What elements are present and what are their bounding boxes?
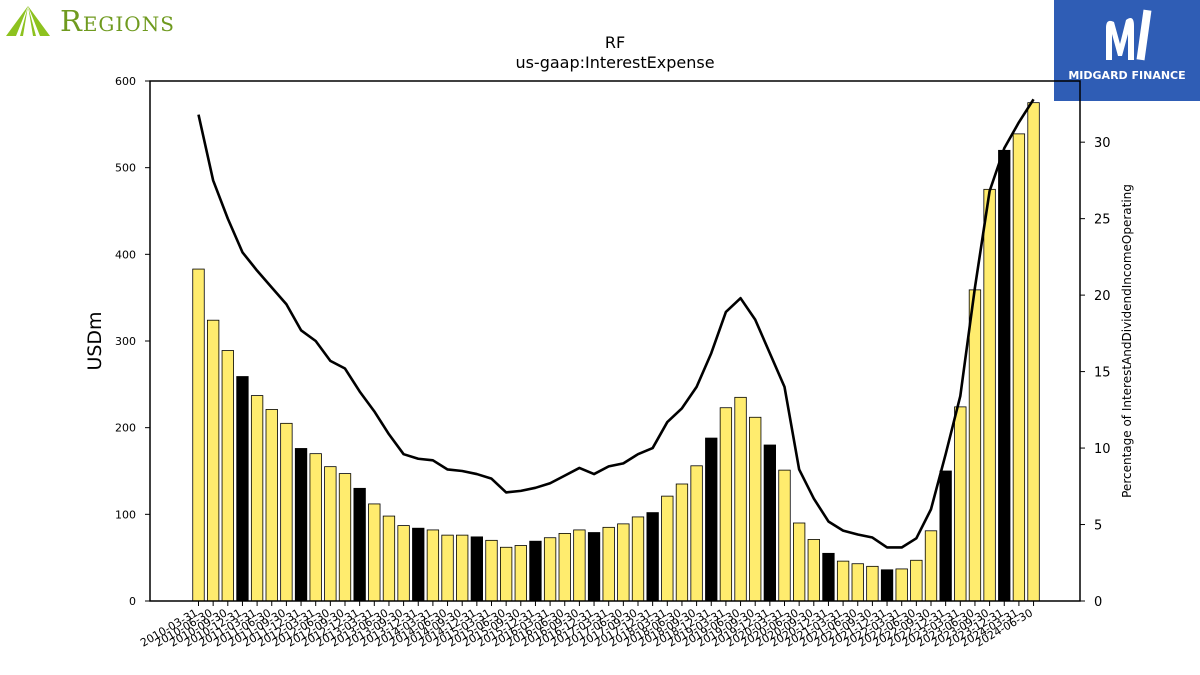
bar-2014-03-31: [426, 529, 440, 602]
bar-2021-06-30: [851, 563, 864, 602]
bar-2018-06-30: [675, 483, 689, 602]
bar-2017-09-30: [631, 516, 645, 602]
bar-2022-12-31: [939, 470, 952, 602]
bar-2013-09-30: [397, 525, 410, 602]
bar-2017-12-31: [646, 512, 659, 602]
y-axis-label: USDm: [84, 311, 106, 370]
bar-2020-12-31: [822, 552, 835, 602]
y2-tick-label: 15: [1094, 366, 1111, 381]
bar-2015-12-31: [529, 540, 542, 602]
y2-tick-label: 30: [1094, 136, 1111, 151]
bar-2015-09-30: [514, 545, 527, 602]
regions-logo-text: Regions: [60, 4, 175, 38]
y-tick-label: 200: [115, 422, 136, 435]
bar-2023-06-30: [968, 289, 982, 602]
bar-2014-09-30: [456, 534, 469, 602]
bar-2024-03-31: [1012, 133, 1026, 602]
bar-2012-12-31: [353, 487, 366, 602]
bar-2020-06-30: [793, 522, 806, 602]
y-tick-label: 500: [115, 162, 136, 175]
y-axis: 0 100 200 300 400 500 600: [115, 75, 150, 608]
bar-2010-06-30: [206, 319, 220, 602]
bar-2010-09-30: [221, 350, 234, 602]
bar-2012-06-30: [324, 466, 337, 602]
bar-2021-09-30: [866, 565, 879, 602]
chart-title: RF: [605, 33, 625, 52]
bar-2012-03-31: [309, 453, 322, 602]
bar-2020-03-31: [778, 469, 791, 602]
bar-2023-03-31: [954, 406, 967, 602]
bar-2017-06-30: [617, 523, 630, 602]
midgard-m-logo-icon: [1106, 9, 1152, 61]
bar-2023-09-30: [983, 188, 996, 602]
bar-2016-09-30: [573, 529, 586, 602]
bar-2022-03-31: [895, 568, 908, 602]
y2-tick-label: 10: [1094, 442, 1111, 457]
bar-2021-03-31: [836, 560, 850, 602]
bar-2015-03-31: [485, 539, 498, 602]
bar-2013-06-30: [382, 515, 396, 602]
bar-2019-06-30: [734, 396, 747, 602]
bar-2018-09-30: [690, 465, 703, 602]
bar-2016-03-31: [543, 537, 557, 602]
percentage-line: [197, 98, 1035, 549]
line-layer: [197, 98, 1035, 549]
regions-triangle-logo-icon: [6, 6, 50, 36]
bar-2015-06-30: [499, 546, 513, 602]
bar-2023-12-31: [998, 149, 1011, 602]
bar-2011-03-31: [250, 395, 264, 602]
chart-subtitle: us-gaap:InterestExpense: [515, 53, 714, 72]
y2-axis: 0 5 10 15 20 25 30: [1080, 136, 1111, 610]
bar-2017-03-31: [602, 526, 615, 602]
bar-2012-09-30: [338, 473, 352, 602]
bar-2016-12-31: [587, 532, 601, 602]
bar-2011-09-30: [280, 422, 293, 602]
y-tick-label: 400: [115, 248, 136, 261]
x-axis: 2010-03-312010-06-302010-09-302010-12-31…: [138, 601, 1035, 650]
bar-2019-03-31: [719, 407, 733, 602]
midgard-finance-logo: MIDGARD FINANCE: [1054, 0, 1200, 101]
y2-tick-label: 0: [1094, 595, 1102, 610]
midgard-finance-logo-text: MIDGARD FINANCE: [1068, 69, 1186, 82]
y2-axis-label: Percentage of InterestAndDividendIncomeO…: [1120, 184, 1134, 498]
bar-2011-06-30: [265, 409, 278, 602]
y2-tick-label: 20: [1094, 289, 1111, 304]
bar-2024-06-30: [1027, 102, 1040, 602]
bar-2020-09-30: [807, 539, 820, 602]
bar-2019-12-31: [763, 444, 776, 602]
bar-2022-06-30: [910, 559, 923, 602]
bars-group: [192, 102, 1040, 602]
y-tick-label: 300: [115, 335, 136, 348]
bar-2021-12-31: [880, 569, 894, 602]
bar-2018-03-31: [661, 495, 674, 602]
y2-tick-label: 25: [1094, 213, 1111, 228]
bar-2014-06-30: [441, 534, 454, 602]
bar-2013-03-31: [368, 503, 381, 602]
bar-2019-09-30: [749, 416, 762, 602]
y-tick-label: 100: [115, 508, 136, 521]
bar-2016-06-30: [558, 533, 571, 602]
bar-2013-12-31: [412, 527, 425, 602]
bar-2010-12-31: [236, 376, 249, 602]
bar-2010-03-31: [192, 268, 205, 602]
y2-tick-label: 5: [1094, 519, 1102, 534]
y-tick-label: 0: [129, 595, 136, 608]
bar-2014-12-31: [470, 536, 484, 602]
bar-2022-09-30: [924, 530, 938, 602]
y-tick-label: 600: [115, 75, 136, 88]
regions-logo: [4, 4, 214, 44]
bar-2011-12-31: [294, 448, 308, 602]
bar-2018-12-31: [705, 437, 718, 602]
